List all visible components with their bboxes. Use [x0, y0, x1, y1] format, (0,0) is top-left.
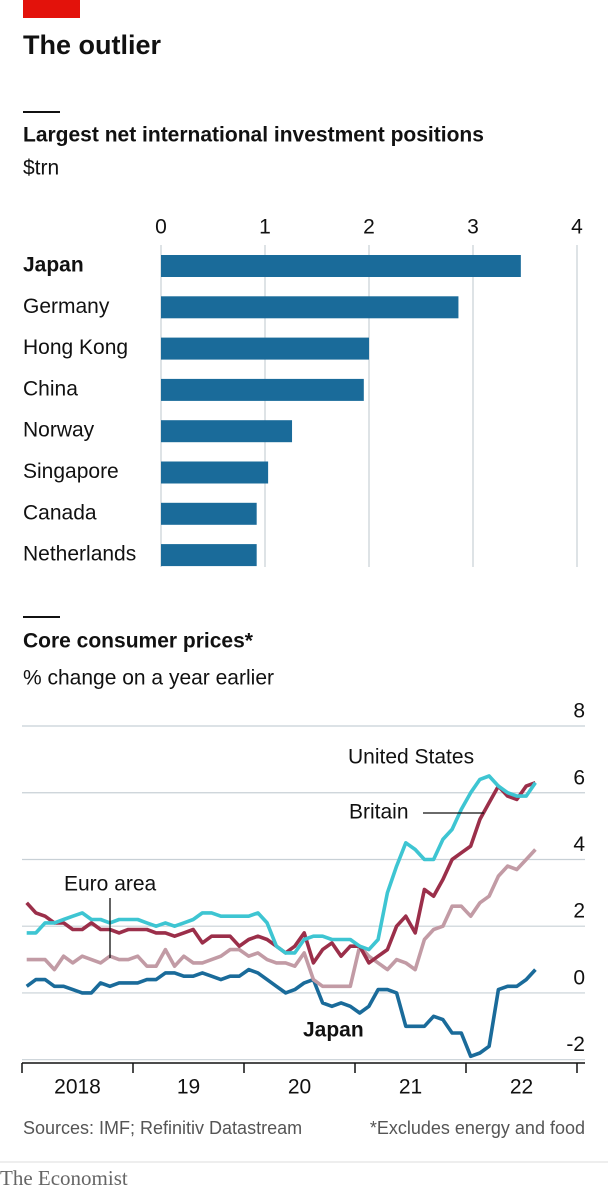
x-tick-label: 2: [363, 216, 375, 239]
bar: [161, 378, 364, 401]
bar: [161, 502, 257, 525]
bar: [161, 544, 257, 567]
bar: [161, 337, 369, 360]
chart-subtitle: $trn: [23, 157, 59, 180]
y-tick-label: 2: [573, 900, 585, 923]
series-line: [25, 967, 537, 1059]
x-tick-label: 21: [399, 1076, 422, 1099]
series-line: [26, 774, 537, 955]
category-label: Netherlands: [23, 543, 136, 566]
brand: The Economist: [0, 1166, 128, 1190]
x-tick-label: 22: [510, 1076, 533, 1099]
y-tick-label: 8: [573, 700, 585, 723]
bar: [161, 461, 269, 484]
category-label: Japan: [23, 254, 84, 277]
y-tick-label: 4: [573, 833, 585, 856]
x-tick-label: 1: [259, 216, 271, 239]
series-label: Euro area: [64, 873, 157, 896]
category-label: China: [23, 377, 78, 400]
x-tick-label: 0: [155, 216, 167, 239]
footnote: *Excludes energy and food: [370, 1118, 585, 1138]
series-label: Japan: [303, 1019, 364, 1042]
series-label: United States: [348, 746, 474, 769]
bar: [161, 296, 459, 319]
category-label: Singapore: [23, 460, 119, 483]
x-tick-label: 19: [177, 1076, 200, 1099]
x-tick-label: 3: [467, 216, 479, 239]
bar: [161, 420, 293, 443]
chart-title: Largest net international investment pos…: [23, 124, 484, 147]
x-tick-label: 4: [571, 216, 583, 239]
chart-title: Core consumer prices*: [23, 630, 254, 653]
x-tick-label: 2018: [54, 1076, 101, 1099]
y-tick-label: 6: [573, 766, 585, 789]
series-line: [26, 848, 537, 989]
x-tick-label: 20: [288, 1076, 311, 1099]
source: Sources: IMF; Refinitiv Datastream: [23, 1118, 302, 1138]
category-label: Hong Kong: [23, 336, 128, 359]
category-label: Canada: [23, 501, 97, 524]
y-tick-label: 0: [573, 966, 585, 989]
category-label: Norway: [23, 419, 95, 442]
bar: [161, 255, 521, 277]
brand-tag: [23, 0, 80, 18]
chart-subtitle: % change on a year earlier: [23, 667, 274, 690]
y-tick-label: -2: [566, 1033, 585, 1056]
page-title: The outlier: [23, 30, 161, 60]
category-label: Germany: [23, 295, 110, 318]
series-label: Britain: [349, 801, 409, 824]
